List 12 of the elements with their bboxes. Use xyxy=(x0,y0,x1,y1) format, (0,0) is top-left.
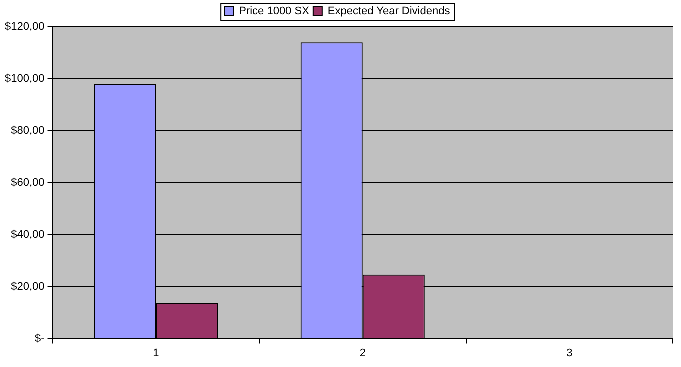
y-tick-label: $- xyxy=(34,332,46,345)
y-tick-label: $40,00 xyxy=(11,228,45,241)
y-tick-label: $20,00 xyxy=(11,280,45,293)
y-tick-label: $60,00 xyxy=(11,176,45,189)
legend-label: Expected Year Dividends xyxy=(328,6,451,18)
legend-label: Price 1000 SX xyxy=(239,6,310,18)
x-tick-label: 2 xyxy=(360,347,366,360)
x-tick-label: 3 xyxy=(566,347,573,360)
y-tick-label: $80,00 xyxy=(11,124,45,137)
x-tick-label: 1 xyxy=(153,347,160,360)
y-tick-label: $120,00 xyxy=(4,21,45,34)
y-tick-label: $100,00 xyxy=(4,73,45,85)
